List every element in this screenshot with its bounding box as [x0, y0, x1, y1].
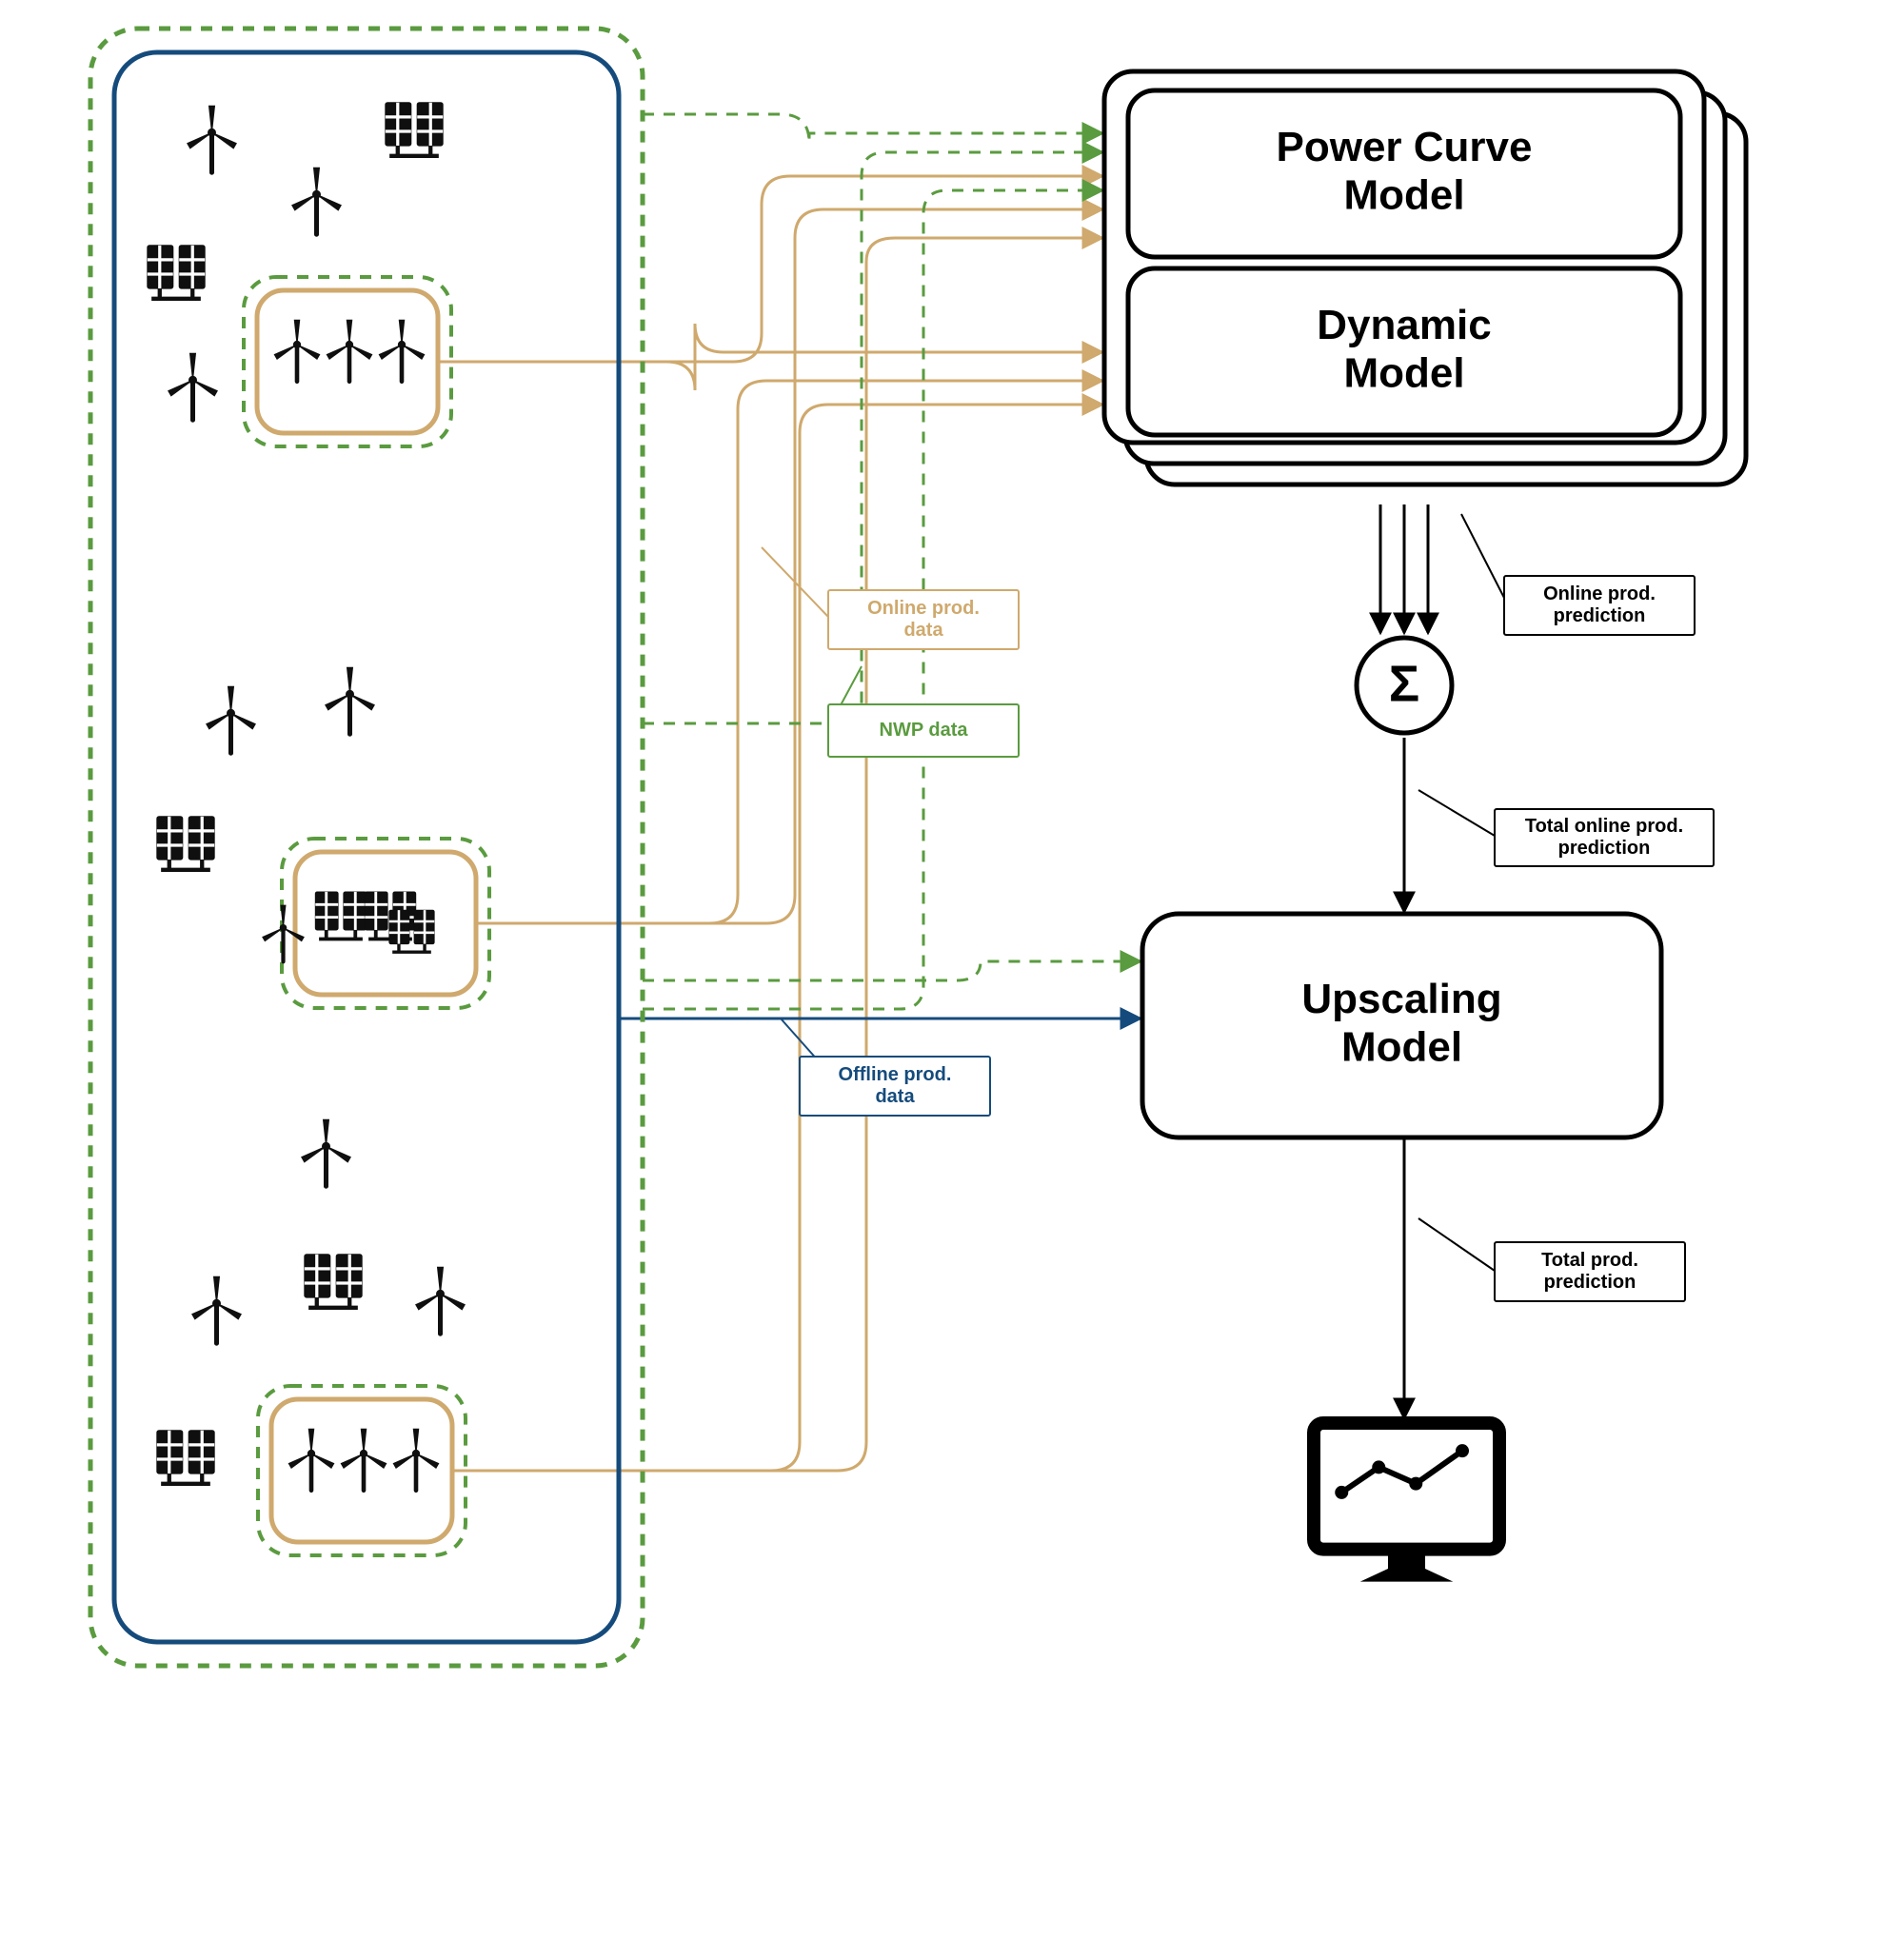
wind-turbine-icon	[288, 1429, 334, 1491]
flow-online-data	[438, 176, 1102, 362]
svg-text:data: data	[903, 620, 943, 641]
wind-turbine-icon	[326, 667, 374, 734]
svg-text:Model: Model	[1343, 171, 1464, 218]
flow-lines	[438, 114, 1140, 1471]
wind-turbine-icon	[192, 1276, 241, 1343]
flow-online-data	[476, 209, 1102, 923]
wind-turbine-icon	[327, 320, 372, 382]
solar-panel-icon	[157, 817, 214, 870]
svg-text:Total prod.: Total prod.	[1541, 1250, 1638, 1271]
source-icons	[148, 103, 465, 1491]
legend-leader	[1418, 790, 1495, 836]
legend-leader	[1461, 514, 1504, 598]
wind-turbine-icon	[416, 1267, 465, 1334]
svg-text:prediction: prediction	[1544, 1272, 1636, 1293]
svg-text:Σ: Σ	[1389, 655, 1419, 712]
svg-text:prediction: prediction	[1554, 605, 1646, 626]
solar-panel-icon	[315, 892, 366, 939]
wind-turbine-icon	[341, 1429, 387, 1491]
svg-text:Online prod.: Online prod.	[1543, 583, 1656, 604]
diagram-canvas: Power CurveModelDynamicModelΣUpscalingMo…	[0, 0, 1904, 1958]
wind-turbine-icon	[263, 905, 305, 961]
flow-online-data	[476, 381, 1102, 923]
wind-turbine-icon	[207, 686, 255, 753]
flow-nwp-data	[643, 114, 1102, 143]
wind-turbine-icon	[302, 1119, 350, 1186]
solar-panel-icon	[157, 1431, 214, 1484]
svg-text:Model: Model	[1343, 349, 1464, 396]
flow-online-data	[452, 238, 1102, 1471]
svg-text:data: data	[875, 1086, 915, 1107]
wind-turbine-icon	[393, 1429, 439, 1491]
monitor-icon	[1314, 1423, 1499, 1582]
svg-text:Online prod.: Online prod.	[867, 598, 980, 619]
svg-text:Upscaling: Upscaling	[1301, 976, 1501, 1022]
legend-leader	[1418, 1218, 1495, 1271]
svg-text:Power Curve: Power Curve	[1277, 124, 1533, 170]
svg-text:prediction: prediction	[1558, 838, 1651, 859]
svg-text:Model: Model	[1341, 1023, 1462, 1070]
solar-panel-icon	[386, 103, 443, 156]
flow-nwp-data	[643, 961, 1140, 980]
svg-text:Offline prod.: Offline prod.	[839, 1064, 952, 1085]
wind-turbine-icon	[188, 106, 236, 172]
svg-text:Total online prod.: Total online prod.	[1525, 816, 1683, 837]
wind-turbine-icon	[169, 353, 217, 420]
svg-text:Dynamic: Dynamic	[1317, 302, 1491, 348]
wind-turbine-icon	[274, 320, 320, 382]
wind-turbine-icon	[292, 168, 341, 234]
solar-panel-icon	[148, 246, 205, 299]
svg-text:NWP data: NWP data	[880, 720, 969, 741]
wind-turbine-icon	[379, 320, 425, 382]
solar-panel-icon	[305, 1255, 362, 1308]
